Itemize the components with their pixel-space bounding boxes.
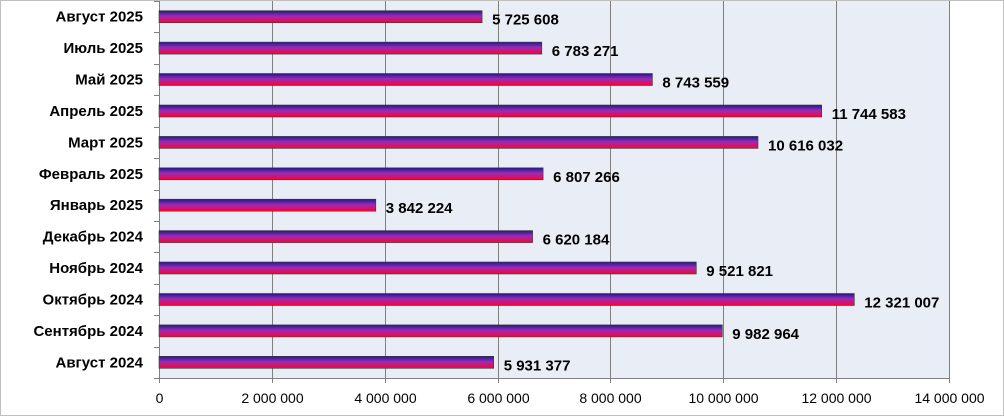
data-label: 5 725 608 [492,12,559,29]
category-label: Январь 2025 [50,197,143,214]
bar [158,198,377,212]
bar [158,293,855,306]
bar [158,355,495,369]
bar [158,73,653,86]
x-tick-label: 8 000 000 [579,390,641,406]
category-label: Декабрь 2024 [43,229,144,246]
bar [158,104,823,118]
category-label: Апрель 2025 [49,103,143,120]
x-tick-label: 10 000 000 [688,390,758,406]
plot-area [159,1,949,378]
data-label: 12 321 007 [864,295,939,312]
bar [158,41,543,55]
category-label: Март 2025 [68,134,143,151]
bars [158,10,855,369]
data-label: 9 982 964 [732,326,799,343]
data-label: 5 931 377 [504,357,571,374]
x-tick-label: 0 [156,390,164,406]
data-label: 10 616 032 [768,137,843,154]
data-label: 6 783 271 [552,43,619,60]
category-label: Ноябрь 2024 [49,260,143,277]
gridlines [272,1,950,378]
data-label: 9 521 821 [706,263,773,280]
x-tick-label: 2 000 000 [241,390,303,406]
bar [158,167,544,181]
x-tick-label: 6 000 000 [467,390,529,406]
labels: 0 2 000 000 4 000 000 6 000 000 8 000 000 10 … [33,9,984,406]
data-label: 6 807 266 [553,169,620,186]
data-label: 3 842 224 [386,200,453,217]
bar [158,136,759,149]
bar [158,324,723,338]
data-label: 8 743 559 [662,75,729,92]
x-tick-label: 12 000 000 [801,390,871,406]
category-label: Август 2025 [56,9,144,26]
x-tick-label: 14 000 000 [914,390,984,406]
bar [158,261,697,275]
category-label: Октябрь 2024 [43,292,144,309]
category-label: Сентябрь 2024 [33,323,143,340]
bar [158,230,533,243]
category-label: Май 2025 [75,72,143,89]
data-label: 6 620 184 [543,232,610,249]
category-label: Июль 2025 [63,40,143,57]
data-label: 11 744 583 [832,106,906,123]
bar [158,10,483,23]
category-label: Август 2024 [56,354,144,371]
axes [154,1,950,383]
x-tick-label: 4 000 000 [354,390,416,406]
category-label: Февраль 2025 [39,166,143,183]
